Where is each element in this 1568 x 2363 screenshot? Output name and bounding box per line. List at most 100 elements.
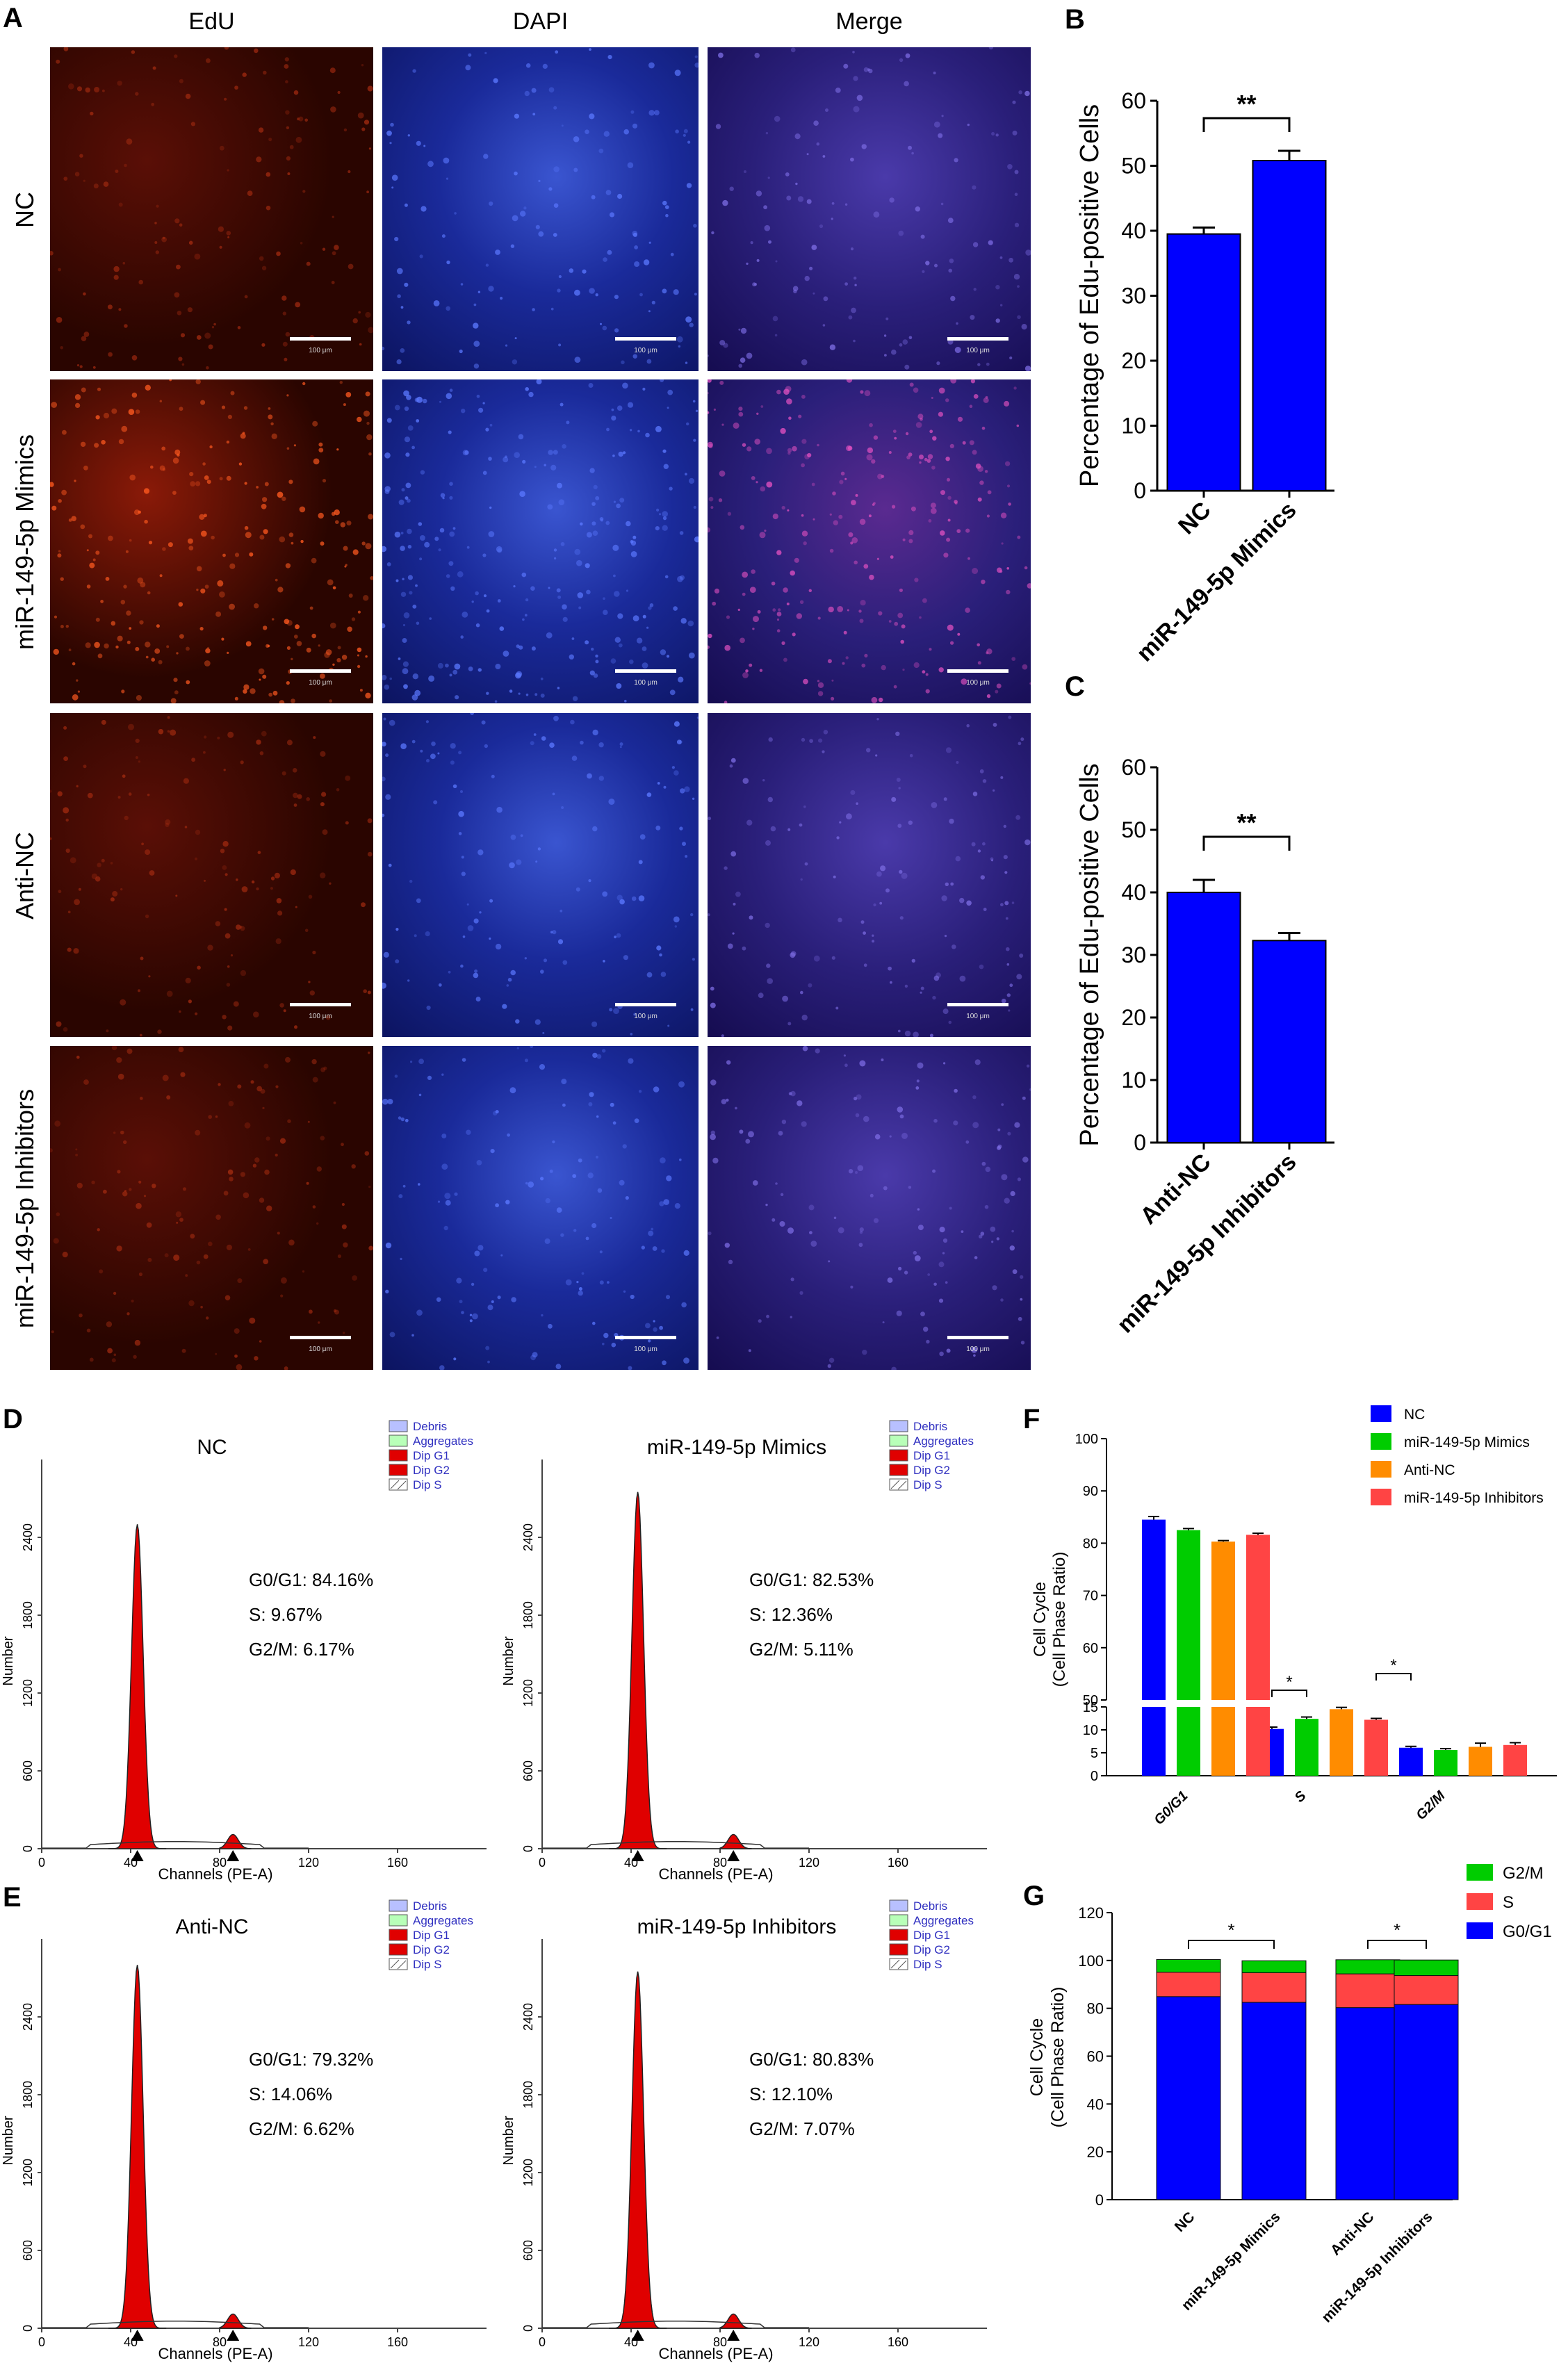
y-tick-label: 10 [1121, 1068, 1146, 1093]
histogram-title: NC [197, 1436, 227, 1459]
legend-hatch [390, 1959, 400, 1969]
legend-label: G0/G1 [1503, 1922, 1552, 1941]
significance-bracket [1202, 117, 1291, 132]
y-tick-label: 2400 [21, 2003, 35, 2031]
y-tick-label: 1800 [521, 1601, 535, 1629]
histogram-title: Anti-NC [175, 1915, 248, 1938]
y-axis-label: Cell Cycle [1031, 1582, 1050, 1657]
bar [1252, 940, 1327, 1143]
legend-swatch [389, 1449, 408, 1462]
legend-label: Debris [913, 1899, 947, 1913]
g2-peak [719, 2313, 752, 2329]
stacked-segment [1156, 1972, 1221, 1997]
y-tick-label: 120 [1078, 1904, 1104, 1922]
s-phase-curve [542, 2320, 809, 2328]
cell-speckles [382, 1046, 689, 1370]
y-tick-label: 0 [521, 1845, 535, 1852]
y-tick-label: 60 [1087, 2048, 1104, 2066]
x-tick-label: Anti-NC [1135, 1149, 1216, 1229]
column-title-edu: EdU [188, 8, 235, 35]
significance-bracket [1188, 1940, 1275, 1949]
y-tick-label: 5 [1091, 1746, 1098, 1761]
scale-bar [290, 1003, 351, 1006]
g2-peak [719, 1833, 752, 1849]
y-tick-label: 1800 [521, 2081, 535, 2109]
bar [1142, 1707, 1166, 1776]
panel-label-f: F [1023, 1404, 1040, 1434]
legend-label: Dip G2 [413, 1464, 450, 1477]
bar [1166, 233, 1241, 491]
legend-label: Debris [913, 1420, 947, 1433]
x-tick-label: miR-149-5p Mimics [1132, 497, 1302, 667]
x-tick-label: 120 [799, 2335, 819, 2349]
scale-bar-label: 100 μm [966, 679, 990, 687]
legend-hatch [390, 1480, 400, 1489]
y-axis-label: Number [1, 1636, 16, 1685]
legend-swatch [1371, 1405, 1391, 1422]
bar [1503, 1744, 1527, 1776]
stacked-segment [1335, 1973, 1400, 2009]
x-tick-label: 80 [713, 2335, 727, 2349]
y-tick-label: 15 [1083, 1700, 1098, 1715]
legend-label: Debris [413, 1899, 447, 1913]
s-percent: S: 14.06% [249, 2084, 332, 2104]
x-axis-label: Channels (PE-A) [158, 2345, 272, 2362]
column-title-dapi: DAPI [512, 8, 569, 35]
legend-hatch [890, 1480, 900, 1489]
g1-peak [108, 1965, 167, 2329]
legend-label: Anti-NC [1404, 1462, 1455, 1478]
g2-peak [219, 2313, 252, 2329]
x-tick-label: 120 [298, 1856, 319, 1870]
micrograph-dapi: 100 μm [382, 379, 699, 703]
g2m-percent: G2/M: 6.17% [249, 1639, 354, 1660]
x-tick-label: NC [1172, 2209, 1198, 2235]
x-tick-label: 0 [539, 1856, 546, 1870]
cell-speckles [50, 1046, 373, 1370]
panel-label-g: G [1023, 1881, 1045, 1911]
g2m-percent: G2/M: 6.62% [249, 2118, 354, 2139]
significance-marker: ** [1236, 90, 1256, 118]
y-tick-label: 600 [521, 1760, 535, 1781]
peak-marker [727, 2330, 740, 2341]
g0g1-percent: G0/G1: 84.16% [249, 1569, 373, 1590]
micrograph-merge: 100 μm [708, 379, 1031, 703]
g1-peak [609, 1491, 667, 1849]
y-tick-label: 0 [1091, 1769, 1098, 1784]
stacked-segment [1394, 1975, 1459, 2005]
panel-label-b: B [1065, 4, 1085, 35]
y-tick-label: 20 [1087, 2143, 1104, 2161]
significance-marker: * [1286, 1673, 1292, 1692]
cell-speckles [708, 1046, 1031, 1370]
y-tick-label: 1200 [521, 2159, 535, 2186]
legend-hatch [897, 1960, 907, 1970]
x-tick-label: 80 [713, 1856, 727, 1870]
x-tick-label: 160 [387, 1856, 408, 1870]
y-tick-label: 2400 [21, 1523, 35, 1551]
micrograph-edu: 100 μm [50, 379, 373, 703]
stacked-segment [1241, 1960, 1307, 1973]
legend-label: miR-149-5p Mimics [1404, 1434, 1530, 1450]
bar [1399, 1747, 1423, 1776]
y-tick-label: 1200 [21, 2159, 35, 2186]
legend-swatch [389, 1899, 408, 1912]
y-axis-label: Percentage of Edu-positive Cells [1075, 104, 1104, 487]
significance-marker: * [1390, 1656, 1396, 1675]
y-tick-label: 50 [1121, 154, 1146, 179]
cell-speckles [708, 47, 1031, 371]
y-tick-label: 0 [1134, 1130, 1146, 1155]
significance-bracket [1202, 835, 1291, 851]
scale-bar [615, 1003, 676, 1006]
stacked-segment [1335, 1959, 1400, 1974]
legend-swatch [1371, 1433, 1391, 1450]
peak-marker [227, 2330, 240, 2341]
legend-swatch [389, 1943, 408, 1956]
legend-label: Dip G2 [413, 1943, 450, 1956]
peak-marker [727, 1850, 740, 1861]
stacked-segment [1156, 1996, 1221, 2200]
g2m-percent: G2/M: 5.11% [749, 1639, 854, 1660]
legend-label: S [1503, 1893, 1514, 1912]
x-tick-label: miR-149-5p Mimics [1179, 2209, 1284, 2314]
